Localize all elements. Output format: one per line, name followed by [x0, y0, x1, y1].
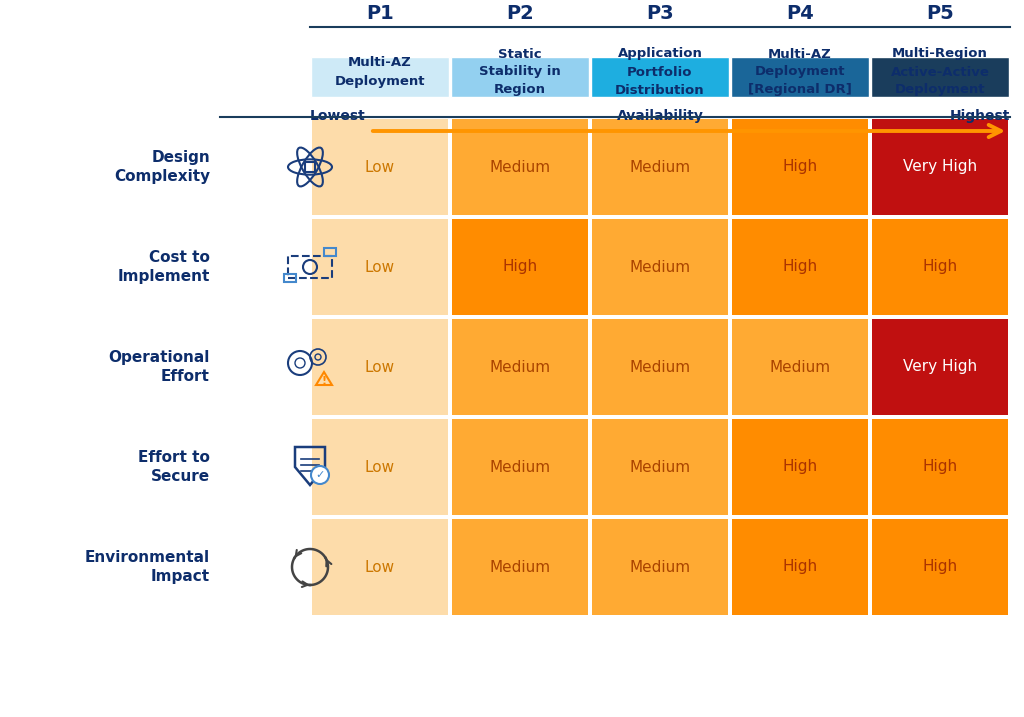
Bar	[732, 119, 868, 215]
Text: High: High	[782, 260, 817, 275]
Bar	[732, 419, 868, 515]
Bar	[592, 519, 728, 615]
Text: Medium: Medium	[630, 559, 690, 574]
Bar	[452, 319, 588, 415]
Text: Cost to
Implement: Cost to Implement	[118, 250, 210, 285]
Text: P4: P4	[786, 4, 814, 23]
Text: Static
Stability in
Region: Static Stability in Region	[479, 47, 561, 97]
Text: Medium: Medium	[630, 359, 690, 374]
Bar	[452, 419, 588, 515]
Text: ✓: ✓	[315, 470, 325, 480]
Text: High: High	[503, 260, 538, 275]
Text: High: High	[923, 260, 957, 275]
Text: High: High	[782, 559, 817, 574]
Text: Multi-AZ
Deployment: Multi-AZ Deployment	[335, 57, 425, 87]
Bar	[452, 119, 588, 215]
Text: Application
Portfolio
Distribution: Application Portfolio Distribution	[615, 47, 705, 97]
Bar	[591, 57, 729, 97]
Bar	[451, 57, 589, 97]
Text: Medium: Medium	[630, 159, 690, 174]
Bar	[592, 119, 728, 215]
Circle shape	[311, 466, 329, 484]
Text: High: High	[923, 559, 957, 574]
Text: Low: Low	[365, 159, 395, 174]
Text: !: !	[322, 376, 327, 386]
Text: Highest: Highest	[949, 109, 1010, 123]
Text: Very High: Very High	[903, 159, 977, 174]
Text: Low: Low	[365, 260, 395, 275]
Bar	[312, 319, 449, 415]
Bar	[732, 519, 868, 615]
Bar	[284, 274, 296, 282]
Text: Effort to
Secure: Effort to Secure	[138, 450, 210, 485]
Bar	[732, 319, 868, 415]
Text: Medium: Medium	[630, 460, 690, 475]
Text: Availability: Availability	[616, 109, 703, 123]
Bar	[732, 219, 868, 315]
Text: Operational
Effort: Operational Effort	[109, 350, 210, 384]
Text: Multi-AZ
Deployment
[Regional DR]: Multi-AZ Deployment [Regional DR]	[749, 47, 852, 97]
Bar	[731, 57, 869, 97]
Bar	[312, 419, 449, 515]
Bar	[305, 162, 315, 172]
Text: Medium: Medium	[489, 359, 551, 374]
Bar	[872, 519, 1008, 615]
Text: Medium: Medium	[489, 460, 551, 475]
Bar	[288, 256, 332, 278]
Text: P2: P2	[506, 4, 534, 23]
Text: P3: P3	[646, 4, 674, 23]
Text: Environmental
Impact: Environmental Impact	[85, 550, 210, 584]
Bar	[311, 57, 449, 97]
Bar	[592, 219, 728, 315]
Bar	[872, 419, 1008, 515]
Bar	[452, 219, 588, 315]
Bar	[872, 119, 1008, 215]
Text: Medium: Medium	[489, 559, 551, 574]
Bar	[871, 57, 1009, 97]
Text: Design
Complexity: Design Complexity	[114, 150, 210, 184]
Text: Lowest: Lowest	[310, 109, 366, 123]
Bar	[872, 219, 1008, 315]
Text: High: High	[782, 460, 817, 475]
Bar	[592, 319, 728, 415]
Text: High: High	[923, 460, 957, 475]
Bar	[872, 319, 1008, 415]
Text: Medium: Medium	[769, 359, 830, 374]
Text: Low: Low	[365, 359, 395, 374]
Bar	[452, 519, 588, 615]
Text: Multi-Region
Active-Active
Deployment: Multi-Region Active-Active Deployment	[891, 47, 989, 97]
Bar	[592, 419, 728, 515]
Text: Low: Low	[365, 559, 395, 574]
Text: High: High	[782, 159, 817, 174]
Bar	[324, 248, 336, 256]
Text: Very High: Very High	[903, 359, 977, 374]
Bar	[312, 119, 449, 215]
Text: P5: P5	[926, 4, 954, 23]
Text: Low: Low	[365, 460, 395, 475]
Text: Medium: Medium	[630, 260, 690, 275]
Text: P1: P1	[367, 4, 394, 23]
Bar	[312, 519, 449, 615]
Bar	[312, 219, 449, 315]
Text: Medium: Medium	[489, 159, 551, 174]
